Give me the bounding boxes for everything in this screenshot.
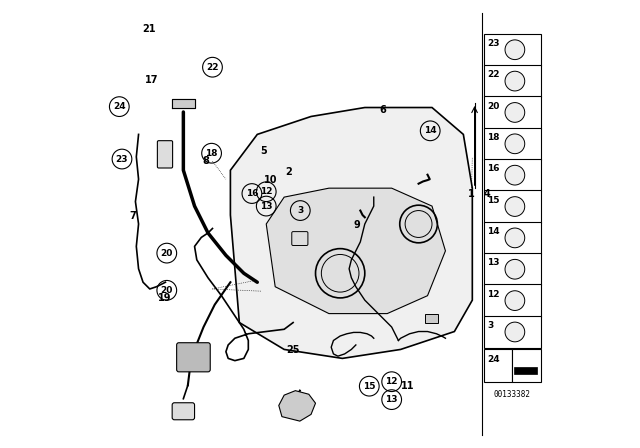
- Text: 15: 15: [487, 196, 500, 205]
- Bar: [484, 222, 541, 254]
- FancyBboxPatch shape: [172, 403, 195, 420]
- Text: 12: 12: [385, 377, 398, 386]
- Polygon shape: [172, 99, 195, 108]
- Text: 11: 11: [401, 381, 414, 391]
- Text: 19: 19: [158, 293, 172, 303]
- Circle shape: [505, 103, 525, 122]
- Text: 22: 22: [206, 63, 219, 72]
- Bar: [484, 159, 541, 191]
- Text: 00133382: 00133382: [493, 390, 531, 399]
- Bar: [515, 367, 537, 374]
- Text: 3: 3: [297, 206, 303, 215]
- Bar: [512, 349, 541, 382]
- Text: 15: 15: [363, 382, 376, 391]
- Text: 20: 20: [161, 286, 173, 295]
- Text: 17: 17: [145, 75, 159, 85]
- Text: 12: 12: [260, 187, 273, 196]
- Bar: [484, 34, 541, 66]
- Text: 23: 23: [487, 39, 500, 48]
- Text: 20: 20: [487, 102, 499, 111]
- Circle shape: [505, 322, 525, 342]
- Text: 2: 2: [285, 167, 292, 177]
- Bar: [484, 316, 541, 348]
- Text: 22: 22: [487, 70, 500, 79]
- Circle shape: [505, 228, 525, 248]
- Circle shape: [505, 134, 525, 154]
- Text: 10: 10: [264, 175, 278, 185]
- Text: 1: 1: [468, 189, 475, 198]
- FancyBboxPatch shape: [177, 343, 210, 372]
- Circle shape: [505, 71, 525, 91]
- Text: 18: 18: [205, 149, 218, 158]
- Circle shape: [505, 197, 525, 216]
- Text: 13: 13: [487, 258, 500, 267]
- Bar: [425, 314, 438, 323]
- Text: 8: 8: [202, 156, 209, 166]
- Text: 9: 9: [353, 220, 360, 230]
- Bar: [484, 190, 541, 223]
- Text: 14: 14: [424, 126, 436, 135]
- Text: 23: 23: [116, 155, 128, 164]
- Circle shape: [505, 259, 525, 279]
- Text: 13: 13: [385, 395, 398, 404]
- Text: 16: 16: [487, 164, 500, 173]
- Text: 16: 16: [246, 189, 258, 198]
- Polygon shape: [230, 108, 472, 358]
- Text: 24: 24: [487, 355, 500, 364]
- Bar: [484, 65, 541, 97]
- Text: 3: 3: [487, 321, 493, 330]
- Circle shape: [505, 291, 525, 310]
- Text: 25: 25: [286, 345, 300, 355]
- FancyBboxPatch shape: [157, 141, 173, 168]
- FancyBboxPatch shape: [292, 232, 308, 246]
- Circle shape: [505, 165, 525, 185]
- Bar: [484, 284, 541, 317]
- Text: 4: 4: [483, 189, 490, 198]
- Circle shape: [505, 40, 525, 60]
- Bar: [484, 96, 541, 129]
- Text: 18: 18: [487, 133, 500, 142]
- Text: 21: 21: [142, 24, 156, 34]
- Text: 5: 5: [260, 146, 268, 156]
- Bar: [484, 128, 541, 160]
- Polygon shape: [279, 391, 316, 421]
- Text: 12: 12: [487, 290, 500, 299]
- Text: 24: 24: [113, 102, 125, 111]
- Bar: [484, 253, 541, 285]
- Text: 7: 7: [129, 211, 136, 221]
- Text: 13: 13: [260, 202, 273, 211]
- Bar: [484, 349, 512, 382]
- Text: 14: 14: [487, 227, 500, 236]
- Text: 6: 6: [380, 105, 386, 115]
- Text: 20: 20: [161, 249, 173, 258]
- Polygon shape: [266, 188, 445, 314]
